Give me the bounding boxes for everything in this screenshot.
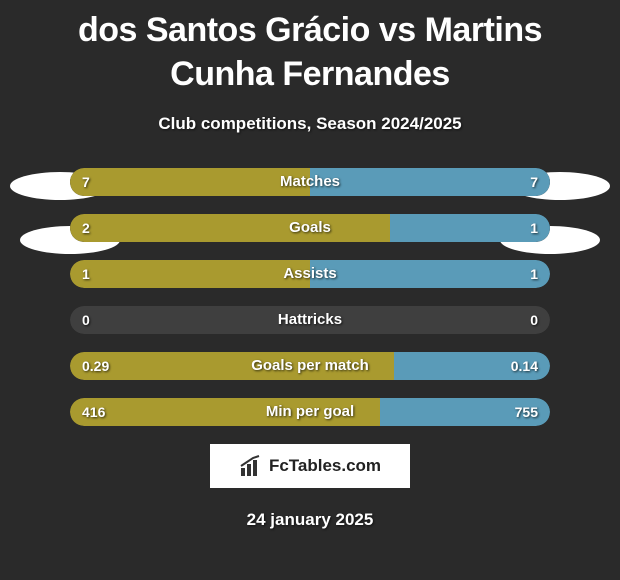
stats-container: 77Matches 21Goals 11Assists 00Hattricks 0.29… [70, 168, 550, 426]
stat-label: Hattricks [70, 306, 550, 334]
stat-row: 11Assists [70, 260, 550, 288]
stat-row: 0.290.14Goals per match [70, 352, 550, 380]
stat-label: Goals [70, 214, 550, 242]
stat-row: 77Matches [70, 168, 550, 196]
stat-row: 21Goals [70, 214, 550, 242]
branding-text: FcTables.com [269, 456, 381, 476]
branding-box: FcTables.com [210, 444, 410, 488]
date-text: 24 january 2025 [0, 510, 620, 530]
stat-label: Assists [70, 260, 550, 288]
stat-label: Goals per match [70, 352, 550, 380]
subtitle: Club competitions, Season 2024/2025 [0, 114, 620, 134]
stat-row: 00Hattricks [70, 306, 550, 334]
chart-icon [239, 454, 263, 478]
stat-label: Matches [70, 168, 550, 196]
page-title: dos Santos Grácio vs Martins Cunha Ferna… [0, 0, 620, 96]
stat-label: Min per goal [70, 398, 550, 426]
stat-row: 416755Min per goal [70, 398, 550, 426]
